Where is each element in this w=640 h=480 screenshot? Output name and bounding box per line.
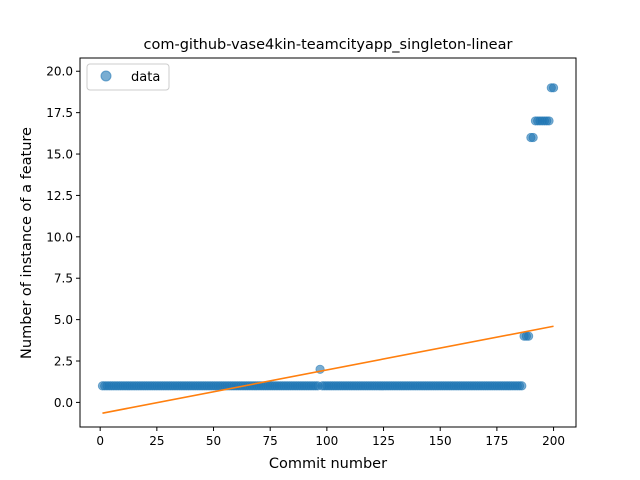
x-tick-label: 100 bbox=[315, 434, 338, 448]
data-point bbox=[528, 132, 538, 143]
x-tick-label: 75 bbox=[263, 434, 278, 448]
y-tick-label: 20.0 bbox=[46, 65, 73, 79]
plot-area: 0 25 50 75 100 125 150 175 200 0.0 2.5 5.0 7.5 10.0 12… bbox=[46, 57, 577, 448]
x-tick-label: 0 bbox=[96, 434, 104, 448]
chart-title: com-github-vase4kin-teamcityapp_singleto… bbox=[144, 37, 513, 53]
x-tick-label: 150 bbox=[429, 434, 452, 448]
y-tick-label: 5.0 bbox=[54, 313, 73, 327]
data-point bbox=[544, 116, 554, 126]
y-tick-label: 7.5 bbox=[54, 272, 73, 286]
legend-label-data: data bbox=[131, 70, 160, 85]
fit-line bbox=[102, 325, 554, 414]
y-tick-label: 17.5 bbox=[46, 106, 73, 120]
x-tick-label: 25 bbox=[149, 434, 164, 448]
x-tick-label: 175 bbox=[485, 434, 508, 448]
x-tick-label: 50 bbox=[206, 434, 221, 448]
x-axis-label: Commit number bbox=[269, 456, 387, 472]
y-axis-label: Number of instance of a feature bbox=[19, 127, 35, 359]
x-tick-label: 125 bbox=[372, 434, 395, 448]
data-point bbox=[517, 381, 527, 391]
data-point bbox=[524, 331, 534, 341]
y-tick-label: 0.0 bbox=[54, 396, 73, 410]
y-tick-label: 2.5 bbox=[54, 355, 73, 369]
y-tick-label: 12.5 bbox=[46, 189, 73, 203]
legend-frame bbox=[86, 63, 170, 91]
y-tick-label: 10.0 bbox=[46, 230, 73, 244]
x-tick-label: 200 bbox=[542, 434, 565, 448]
axes-frame bbox=[79, 57, 577, 428]
data-point bbox=[548, 83, 559, 93]
legend-marker-data bbox=[100, 70, 112, 82]
y-tick-label: 15.0 bbox=[46, 148, 73, 162]
legend: data bbox=[86, 63, 170, 91]
